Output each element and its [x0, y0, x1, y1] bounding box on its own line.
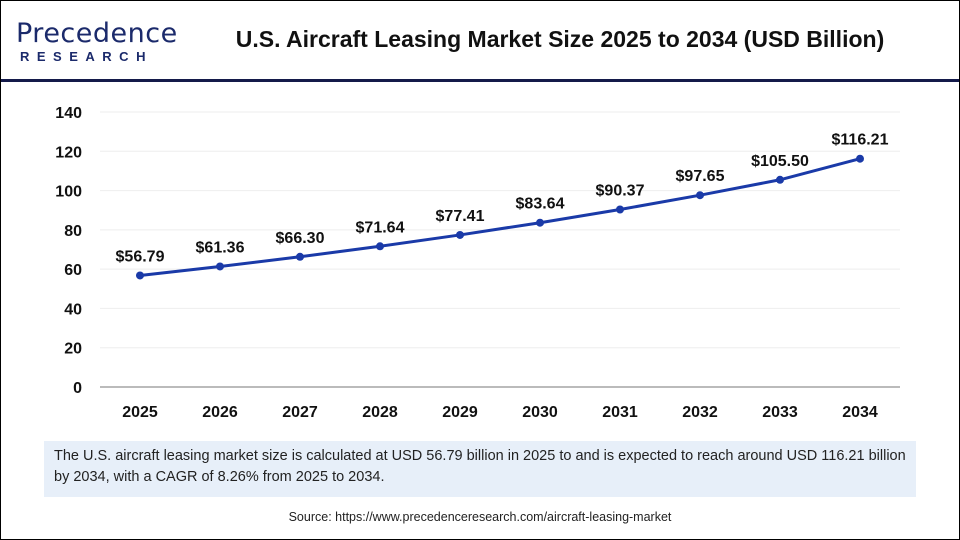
x-tick-label: 2027 — [282, 404, 318, 421]
y-tick-label: 120 — [55, 144, 82, 161]
logo-subtitle: RESEARCH — [20, 49, 153, 64]
data-label: $105.50 — [751, 153, 809, 170]
data-label: $90.37 — [596, 182, 645, 199]
data-point — [776, 175, 784, 184]
data-label: $71.64 — [356, 219, 405, 236]
y-tick-label: 140 — [55, 105, 82, 122]
data-point — [856, 154, 864, 163]
x-tick-label: 2034 — [842, 404, 878, 421]
data-point — [536, 218, 544, 227]
x-tick-label: 2029 — [442, 404, 478, 421]
chart-title: U.S. Aircraft Leasing Market Size 2025 t… — [235, 26, 885, 52]
line-chart: 0 20 40 60 80 100 120 140 2025 2026 2027 2028 2029 20… — [55, 105, 900, 421]
y-tick-label: 60 — [64, 262, 82, 279]
y-tick-label: 40 — [64, 301, 82, 318]
logo: Precedence RESEARCH — [16, 18, 177, 64]
data-point — [216, 262, 224, 271]
y-tick-label: 20 — [64, 341, 82, 358]
data-label: $116.21 — [832, 132, 889, 149]
source-text: Source: https://www.precedenceresearch.c… — [288, 510, 672, 524]
x-tick-label: 2026 — [202, 404, 238, 421]
y-tick-label: 80 — [64, 223, 82, 240]
data-label: $56.79 — [116, 248, 165, 265]
x-tick-label: 2030 — [522, 404, 558, 421]
data-point — [456, 230, 464, 239]
x-tick-label: 2033 — [762, 404, 798, 421]
x-tick-label: 2032 — [682, 404, 718, 421]
data-point — [616, 205, 624, 214]
data-point — [136, 271, 144, 280]
summary-note: The U.S. aircraft leasing market size is… — [44, 441, 916, 497]
data-point — [376, 242, 384, 251]
data-label: $83.64 — [516, 196, 565, 213]
y-tick-label: 100 — [55, 184, 82, 201]
x-tick-label: 2025 — [122, 404, 158, 421]
x-tick-label: 2031 — [602, 404, 638, 421]
data-label: $77.41 — [436, 208, 485, 225]
data-point — [296, 252, 304, 261]
data-label: $61.36 — [196, 239, 245, 256]
x-tick-label: 2028 — [362, 404, 398, 421]
data-point — [696, 191, 704, 200]
header-divider — [1, 79, 959, 82]
logo-wordmark: Precedence — [16, 18, 178, 49]
y-tick-label: 0 — [73, 380, 82, 397]
data-label: $66.30 — [276, 230, 325, 247]
series-line — [139, 157, 861, 277]
data-label: $97.65 — [676, 168, 725, 185]
